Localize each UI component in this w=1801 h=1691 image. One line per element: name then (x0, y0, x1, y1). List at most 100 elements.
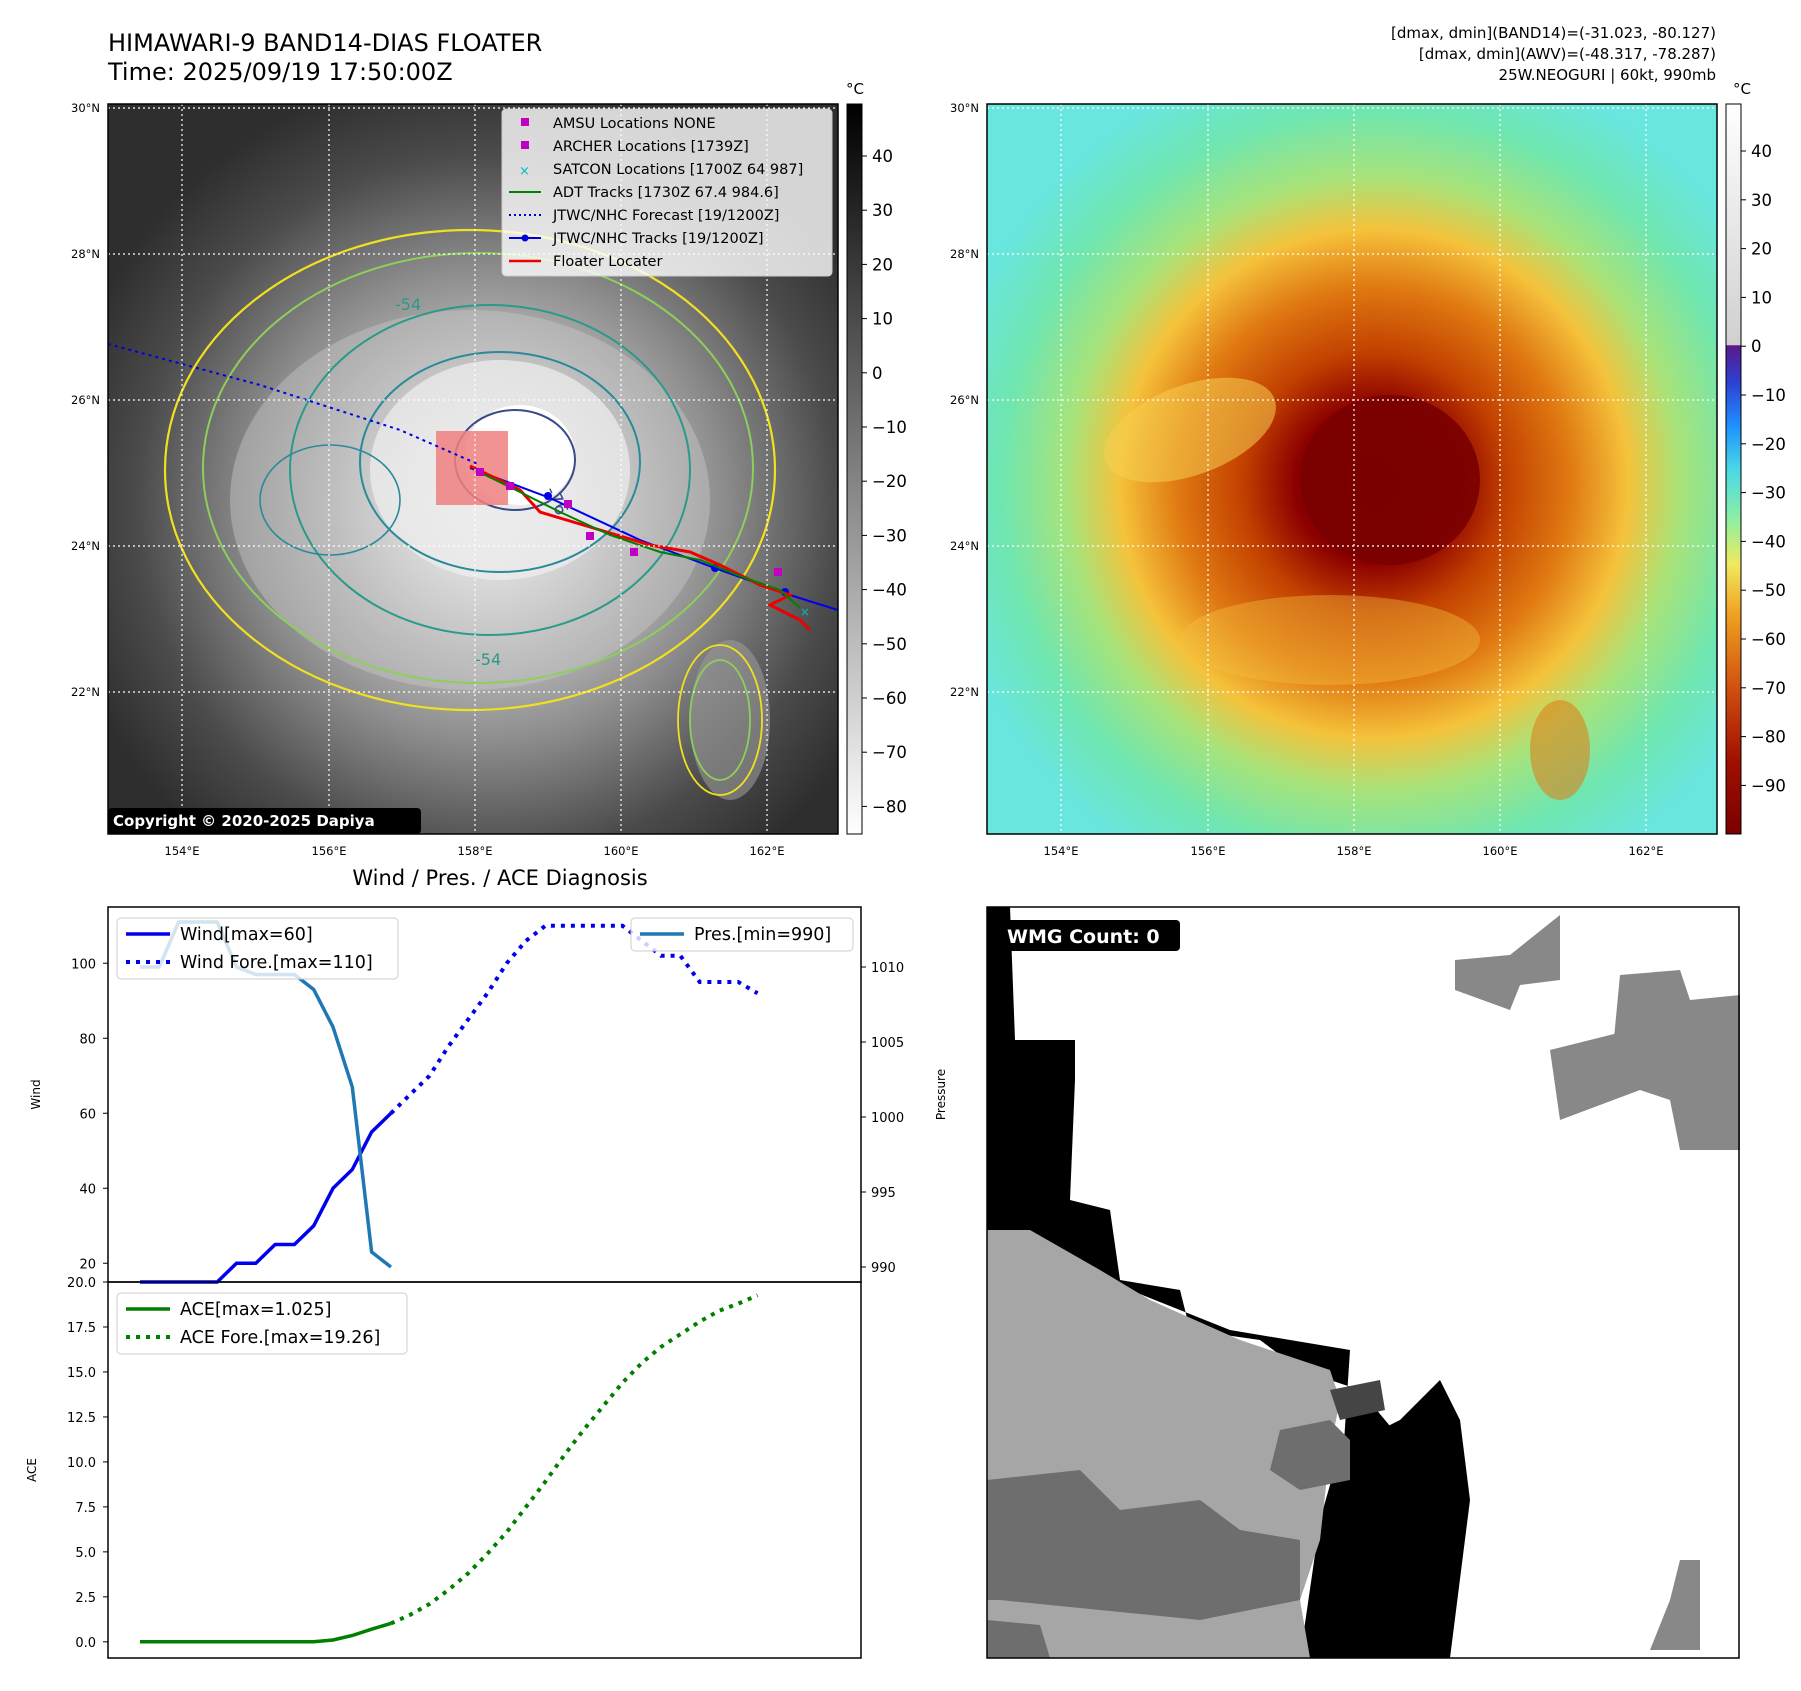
colorbar-left-ticks: 40 30 20 10 0 −10 −20 −30 −40 −50 −60 −70 −80 (862, 147, 907, 816)
colorbar-left-tick-label: −20 (872, 472, 907, 491)
legend-floater: Floater Locater (553, 254, 662, 270)
colorbar-right-tick-label: −80 (1751, 728, 1786, 747)
ace-legend-box (116, 1292, 408, 1355)
diagnosis-title: Wind / Pres. / ACE Diagnosis (352, 866, 647, 890)
wmg-panel: WMG Count: 0 (986, 906, 1740, 1659)
info-line-3: 25W.NEOGURI | 60kt, 990mb (1499, 66, 1716, 84)
colorbar-left-tick-label: −40 (872, 581, 907, 600)
figure-title: HIMAWARI-9 BAND14-DIAS FLOATER (108, 29, 542, 57)
pressure-y-tick-label: 1010 (871, 961, 904, 976)
pressure-y-tick-label: 990 (871, 1261, 896, 1276)
colorbar-left-tick-label: −50 (872, 635, 907, 654)
ace-fore-legend-label: ACE Fore.[max=19.26] (180, 1328, 380, 1348)
svg-text:×: × (800, 605, 810, 619)
copyright-badge: Copyright © 2020-2025 Dapiya (113, 812, 375, 830)
lon-label: 156°E (1191, 844, 1226, 858)
ace-y-tick-label: 15.0 (67, 1366, 96, 1381)
wind-y-tick-label: 80 (79, 1032, 96, 1047)
ace-y-tick-label: 7.5 (75, 1501, 96, 1516)
lon-label: 156°E (312, 844, 347, 858)
figure-time: Time: 2025/09/19 17:50:00Z (107, 58, 453, 86)
ace-y-tick-label: 17.5 (67, 1321, 96, 1336)
colorbar-left-tick-label: 20 (872, 255, 893, 274)
series-line-1 (389, 923, 759, 1115)
ace-y-tick-label: 10.0 (67, 1456, 96, 1471)
wind-y-axis-label: Wind (29, 1079, 43, 1109)
lon-label: 162°E (750, 844, 785, 858)
adt-track-line (474, 469, 801, 609)
series-line-0 (140, 1112, 393, 1284)
legend-satcon: SATCON Locations [1700Z 64 987] (553, 162, 803, 178)
lat-label: 24°N (950, 539, 979, 553)
wind-y-tick-label: 60 (79, 1107, 96, 1122)
ace-chart-frame (107, 1281, 862, 1659)
colorbar-right-tick-label: 0 (1751, 337, 1762, 356)
lon-label: 154°E (1044, 844, 1079, 858)
lat-label: 26°N (71, 393, 100, 407)
colorbar-right-tick-label: −50 (1751, 581, 1786, 600)
ace-y-tick-label: 5.0 (75, 1546, 96, 1561)
lat-label: 30°N (950, 101, 979, 115)
floater-locater-line (469, 464, 812, 632)
colorbar-left-tick-label: 10 (872, 310, 893, 329)
wind-y-tick-label: 40 (79, 1182, 96, 1197)
lon-label: 160°E (604, 844, 639, 858)
ace-y-tick-label: 20.0 (67, 1276, 96, 1291)
colorbar-right-unit: °C (1733, 80, 1751, 98)
lat-label: 22°N (950, 685, 979, 699)
colorbar-right-tick-label: −30 (1751, 484, 1786, 503)
colorbar-left-tick-label: 40 (872, 147, 893, 166)
colorbar-right-tick-label: −40 (1751, 532, 1786, 551)
pressure-legend-label: Pres.[min=990] (694, 925, 831, 945)
lat-label: 28°N (950, 247, 979, 261)
ace-y-tick-label: 2.5 (75, 1591, 96, 1606)
legend-archer: ARCHER Locations [1739Z] (553, 139, 749, 155)
awv-satellite-map (987, 104, 1717, 834)
ace-series-line-0 (140, 1621, 392, 1644)
lon-label: 158°E (1337, 844, 1372, 858)
ace-chart: 0.0 2.5 5.0 7.5 10.0 12.5 15.0 17.5 20.0 ACE ACE[m… (25, 1276, 862, 1659)
colorbar-left-tick-label: −80 (872, 797, 907, 816)
colorbar-right-ticks: 40 30 20 10 0 −10 −20 −30 −40 −50 −60 −70 −80 −90 (1741, 142, 1786, 795)
colorbar-left-tick-label: 0 (872, 364, 883, 383)
contour-label: -54 (395, 295, 421, 314)
ace-legend-label: ACE[max=1.025] (180, 1300, 331, 1320)
lon-label: 162°E (1629, 844, 1664, 858)
colorbar-right-tick-label: −90 (1751, 776, 1786, 795)
svg-text:×: × (519, 164, 530, 179)
contour-label: -54 (475, 650, 501, 669)
wind-y-tick-label: 100 (71, 957, 96, 972)
ace-y-tick-label: 12.5 (67, 1411, 96, 1426)
pressure-y-tick-label: 1005 (871, 1036, 904, 1051)
lon-label: 160°E (1483, 844, 1518, 858)
pressure-y-tick-label: 1000 (871, 1111, 904, 1126)
legend-jtwc-tracks: JTWC/NHC Tracks [19/1200Z] (552, 231, 764, 247)
lat-label: 30°N (71, 101, 100, 115)
pressure-y-axis-label: Pressure (934, 1069, 948, 1120)
lat-label: 22°N (71, 685, 100, 699)
colorbar-left-tick-label: −60 (872, 689, 907, 708)
colorbar-right-tick-label: −20 (1751, 435, 1786, 454)
colorbar-left-tick-label: −70 (872, 743, 907, 762)
colorbar-right-tick-label: −60 (1751, 630, 1786, 649)
colorbar-right-tick-label: −70 (1751, 679, 1786, 698)
legend-amsu: AMSU Locations NONE (553, 116, 716, 132)
legend-jtwc-forecast: JTWC/NHC Forecast [19/1200Z] (552, 208, 779, 224)
jtwc-forecast-line (108, 343, 481, 466)
wind-pressure-chart: 20 40 60 80 100 990 995 1000 1005 1010 Wind Pressur… (29, 906, 948, 1284)
colorbar-right (1725, 103, 1742, 835)
ace-y-axis-label: ACE (25, 1458, 39, 1482)
wind-fore-legend-label: Wind Fore.[max=110] (180, 953, 373, 973)
colorbar-right-tick-label: 30 (1751, 191, 1772, 210)
map-legend: AMSU Locations NONE ARCHER Locations [17… (501, 108, 833, 277)
lat-label: 24°N (71, 539, 100, 553)
wind-legend-box (116, 917, 399, 980)
lat-label: 26°N (950, 393, 979, 407)
colorbar-left-tick-label: −30 (872, 526, 907, 545)
colorbar-right-tick-label: 20 (1751, 240, 1772, 259)
lon-label: 158°E (458, 844, 493, 858)
info-line-2: [dmax, dmin](AWV)=(-48.317, -78.287) (1419, 45, 1716, 63)
ace-series-line-1 (390, 1293, 759, 1626)
lon-label: 154°E (165, 844, 200, 858)
wind-y-tick-label: 20 (79, 1257, 96, 1272)
